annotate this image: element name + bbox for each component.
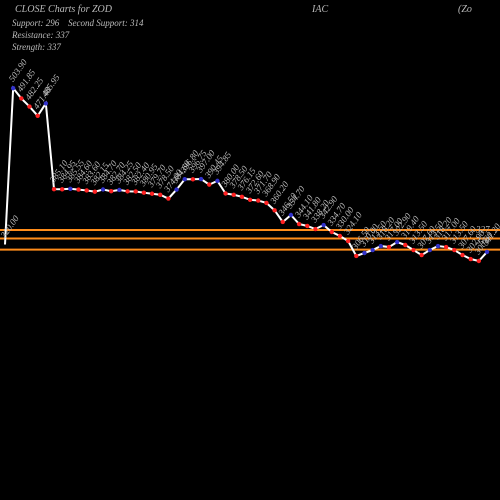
price-dot [35, 113, 40, 119]
price-dot [427, 247, 433, 253]
price-dot [288, 212, 294, 218]
price-dot [411, 247, 416, 253]
level-label: 314 [475, 236, 490, 246]
chart-title-right: (Zo [458, 4, 472, 15]
price-dot [468, 256, 473, 262]
price-dot [223, 191, 228, 196]
price-dot [443, 244, 449, 250]
price-dot [460, 252, 465, 258]
price-dot [272, 208, 277, 213]
price-dot [10, 85, 16, 91]
price-dot [76, 187, 81, 192]
second-support: Second Support: 314 [68, 18, 144, 28]
price-dot [207, 182, 212, 187]
price-dot [247, 197, 253, 202]
price-dot [59, 187, 65, 192]
price-dot [354, 253, 359, 259]
price-dot [362, 250, 367, 256]
price-dot [166, 196, 171, 201]
price-dot [419, 252, 424, 258]
price-dot [313, 226, 318, 232]
price-dot [117, 187, 122, 193]
price-dot [158, 192, 163, 197]
price-dot [51, 186, 57, 192]
value-label: 320.00 [0, 213, 21, 240]
price-dot [92, 189, 98, 194]
price-dot [133, 189, 138, 194]
price-dot [264, 200, 269, 206]
price-dot [231, 192, 236, 197]
price-dot [43, 101, 49, 106]
strength: Strength: 337 [12, 42, 61, 52]
price-dot [435, 243, 441, 249]
price-dot [198, 176, 204, 182]
price-dot [215, 178, 220, 184]
price-dot [280, 219, 285, 225]
price-dot [452, 247, 457, 253]
support: Support: 296 [12, 18, 60, 28]
price-dot [345, 238, 351, 244]
price-dot [149, 191, 155, 196]
price-dot [239, 194, 245, 199]
chart-title-mid: IAC [311, 4, 328, 15]
price-dot [394, 239, 400, 245]
price-dot [378, 243, 383, 249]
price-dot [256, 198, 261, 203]
price-dot [305, 223, 310, 229]
price-dot [109, 189, 114, 194]
price-dot [337, 233, 343, 239]
price-dot [125, 189, 130, 194]
price-dot [386, 244, 392, 250]
price-dot [182, 177, 187, 182]
price-dot [329, 229, 334, 235]
price-dot [190, 177, 196, 182]
price-dot [141, 190, 147, 195]
price-dot [19, 96, 24, 101]
price-dot [296, 221, 302, 227]
price-dot [174, 187, 179, 192]
resistance: Resistance: 337 [11, 30, 70, 40]
price-dot [403, 242, 408, 248]
price-dot [84, 188, 89, 193]
price-dot [27, 104, 32, 109]
price-dot [370, 247, 375, 253]
chart-title: CLOSE Charts for ZOD [15, 4, 113, 15]
level-label: 327 [475, 225, 490, 235]
price-dot [68, 186, 73, 191]
price-dot [321, 222, 326, 228]
price-dot [100, 187, 106, 192]
price-dot [476, 258, 482, 264]
price-dot [484, 249, 490, 255]
